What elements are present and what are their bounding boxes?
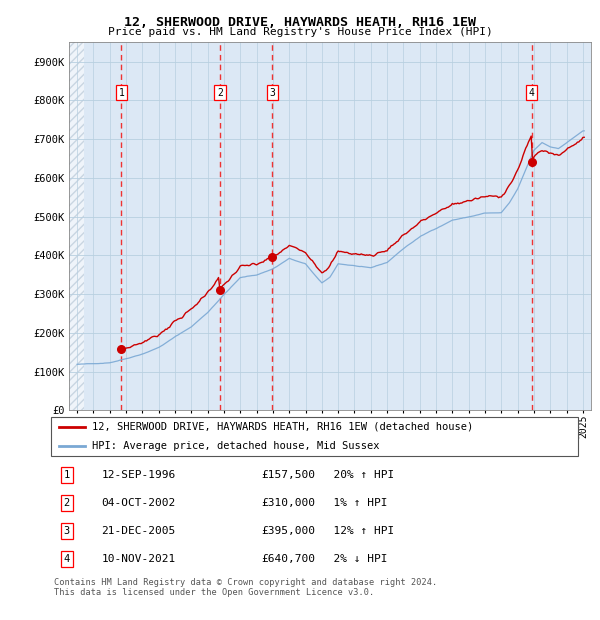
- Text: 04-OCT-2002: 04-OCT-2002: [101, 498, 176, 508]
- Text: 3: 3: [64, 526, 70, 536]
- Text: 3: 3: [269, 87, 275, 97]
- Text: £157,500: £157,500: [261, 470, 315, 480]
- FancyBboxPatch shape: [50, 417, 578, 456]
- Text: Price paid vs. HM Land Registry's House Price Index (HPI): Price paid vs. HM Land Registry's House …: [107, 27, 493, 37]
- Text: 1% ↑ HPI: 1% ↑ HPI: [320, 498, 388, 508]
- Text: £395,000: £395,000: [261, 526, 315, 536]
- Text: 2: 2: [217, 87, 223, 97]
- Bar: [69, 42, 84, 410]
- Text: 4: 4: [64, 554, 70, 564]
- Text: 2% ↓ HPI: 2% ↓ HPI: [320, 554, 388, 564]
- Text: 1: 1: [64, 470, 70, 480]
- Text: 12-SEP-1996: 12-SEP-1996: [101, 470, 176, 480]
- Text: HPI: Average price, detached house, Mid Sussex: HPI: Average price, detached house, Mid …: [92, 441, 379, 451]
- Text: 12, SHERWOOD DRIVE, HAYWARDS HEATH, RH16 1EW (detached house): 12, SHERWOOD DRIVE, HAYWARDS HEATH, RH16…: [92, 422, 473, 432]
- Text: 20% ↑ HPI: 20% ↑ HPI: [320, 470, 395, 480]
- Text: £310,000: £310,000: [261, 498, 315, 508]
- Text: 4: 4: [529, 87, 535, 97]
- Text: 12, SHERWOOD DRIVE, HAYWARDS HEATH, RH16 1EW: 12, SHERWOOD DRIVE, HAYWARDS HEATH, RH16…: [124, 16, 476, 29]
- Text: 2: 2: [64, 498, 70, 508]
- Text: 10-NOV-2021: 10-NOV-2021: [101, 554, 176, 564]
- Text: 1: 1: [118, 87, 124, 97]
- Text: 21-DEC-2005: 21-DEC-2005: [101, 526, 176, 536]
- Text: 12% ↑ HPI: 12% ↑ HPI: [320, 526, 395, 536]
- Text: Contains HM Land Registry data © Crown copyright and database right 2024.
This d: Contains HM Land Registry data © Crown c…: [54, 578, 437, 597]
- Text: £640,700: £640,700: [261, 554, 315, 564]
